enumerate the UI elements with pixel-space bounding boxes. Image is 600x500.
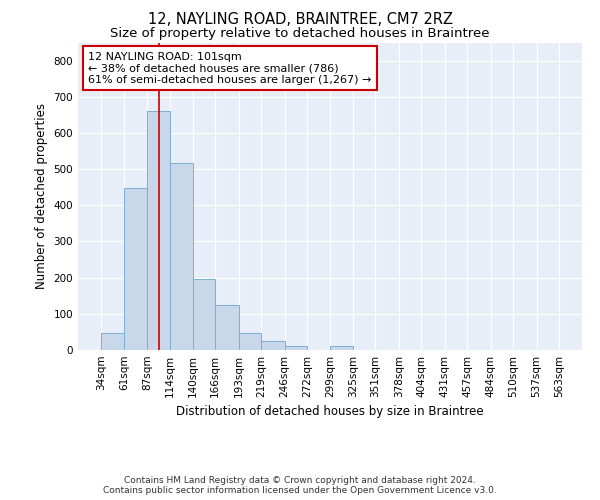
Text: 12 NAYLING ROAD: 101sqm
← 38% of detached houses are smaller (786)
61% of semi-d: 12 NAYLING ROAD: 101sqm ← 38% of detache… <box>88 52 371 85</box>
Bar <box>284 346 307 350</box>
Bar <box>101 333 124 350</box>
X-axis label: Distribution of detached houses by size in Braintree: Distribution of detached houses by size … <box>176 406 484 418</box>
Bar <box>124 188 147 350</box>
Y-axis label: Number of detached properties: Number of detached properties <box>35 104 48 289</box>
Bar <box>331 346 353 350</box>
Text: 12, NAYLING ROAD, BRAINTREE, CM7 2RZ: 12, NAYLING ROAD, BRAINTREE, CM7 2RZ <box>148 12 452 28</box>
Bar <box>261 341 284 350</box>
Bar <box>147 111 170 350</box>
Bar <box>193 279 215 350</box>
Bar <box>239 333 261 350</box>
Text: Size of property relative to detached houses in Braintree: Size of property relative to detached ho… <box>110 28 490 40</box>
Bar <box>170 164 193 350</box>
Text: Contains HM Land Registry data © Crown copyright and database right 2024.
Contai: Contains HM Land Registry data © Crown c… <box>103 476 497 495</box>
Bar <box>215 305 239 350</box>
